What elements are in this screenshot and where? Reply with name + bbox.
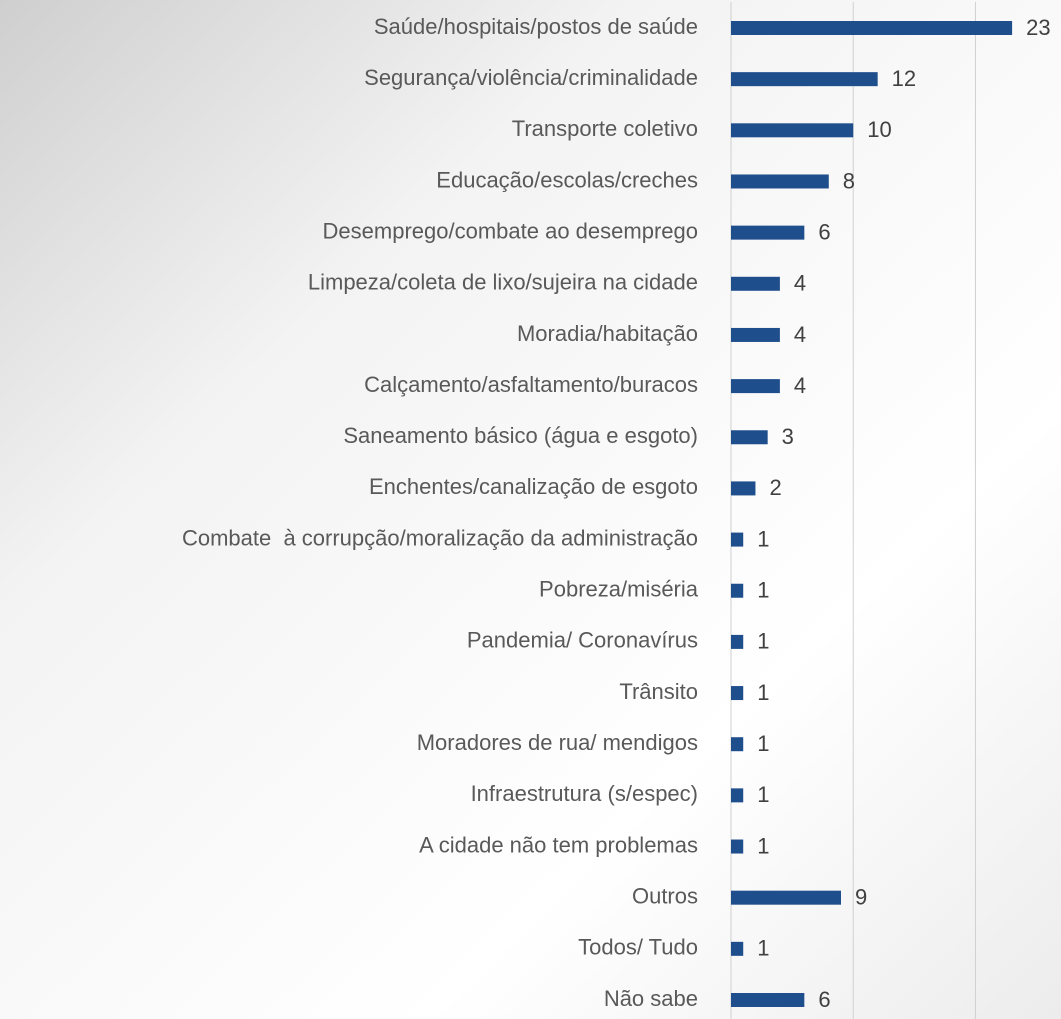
- category-label: Saneamento básico (água e esgoto): [343, 423, 698, 448]
- category-label: Saúde/hospitais/postos de saúde: [374, 14, 698, 39]
- category-label: Trânsito: [619, 679, 698, 704]
- bar: [731, 225, 805, 240]
- bar: [731, 941, 744, 956]
- bar: [731, 839, 744, 854]
- value-label: 10: [867, 117, 891, 142]
- value-label: 6: [818, 987, 830, 1012]
- category-label: Enchentes/canalização de esgoto: [369, 474, 698, 499]
- value-label: 4: [794, 322, 806, 347]
- bar: [731, 72, 878, 87]
- value-label: 3: [782, 424, 794, 449]
- value-label: 1: [757, 578, 769, 603]
- category-label: Combate à corrupção/moralização da admin…: [182, 525, 698, 550]
- category-label: Limpeza/coleta de lixo/sujeira na cidade: [308, 270, 698, 295]
- value-label: 1: [757, 936, 769, 961]
- value-label: 4: [794, 373, 806, 398]
- value-label: 23: [1026, 15, 1050, 40]
- bar: [731, 276, 780, 291]
- value-label: 1: [757, 782, 769, 807]
- category-label: Pobreza/miséria: [539, 577, 699, 602]
- value-label: 1: [757, 629, 769, 654]
- bar: [731, 174, 829, 189]
- bar: [731, 634, 744, 649]
- bar: [731, 737, 744, 752]
- value-label: 1: [757, 526, 769, 551]
- bar: [731, 890, 841, 905]
- bar: [731, 788, 744, 803]
- bar: [731, 21, 1013, 35]
- category-label: Moradores de rua/ mendigos: [417, 730, 698, 755]
- value-label: 9: [855, 884, 867, 909]
- value-label: 1: [757, 731, 769, 756]
- category-label: Transporte coletivo: [512, 116, 698, 141]
- bar: [731, 430, 768, 445]
- bar: [731, 532, 744, 547]
- category-label: A cidade não tem problemas: [419, 832, 698, 857]
- value-label: 1: [757, 833, 769, 858]
- bar: [731, 993, 805, 1007]
- value-label: 6: [818, 219, 830, 244]
- value-label: 1: [757, 680, 769, 705]
- category-label: Infraestrutura (s/espec): [471, 781, 698, 806]
- category-label: Segurança/violência/criminalidade: [364, 65, 698, 90]
- bar: [731, 379, 780, 394]
- category-label: Não sabe: [604, 986, 698, 1011]
- category-label: Desemprego/combate ao desemprego: [323, 218, 698, 243]
- value-label: 2: [769, 475, 781, 500]
- bar: [731, 481, 756, 496]
- bar: [731, 123, 854, 138]
- category-label: Todos/ Tudo: [578, 935, 698, 960]
- category-label: Outros: [632, 883, 698, 908]
- category-label: Calçamento/asfaltamento/buracos: [364, 372, 698, 397]
- value-label: 12: [892, 66, 916, 91]
- bar: [731, 327, 780, 342]
- value-label: 4: [794, 271, 806, 296]
- category-label: Educação/escolas/creches: [436, 167, 698, 192]
- value-label: 8: [843, 168, 855, 193]
- category-label: Moradia/habitação: [517, 321, 698, 346]
- category-label: Pandemia/ Coronavírus: [467, 628, 698, 653]
- bar: [731, 583, 744, 598]
- bar: [731, 686, 744, 701]
